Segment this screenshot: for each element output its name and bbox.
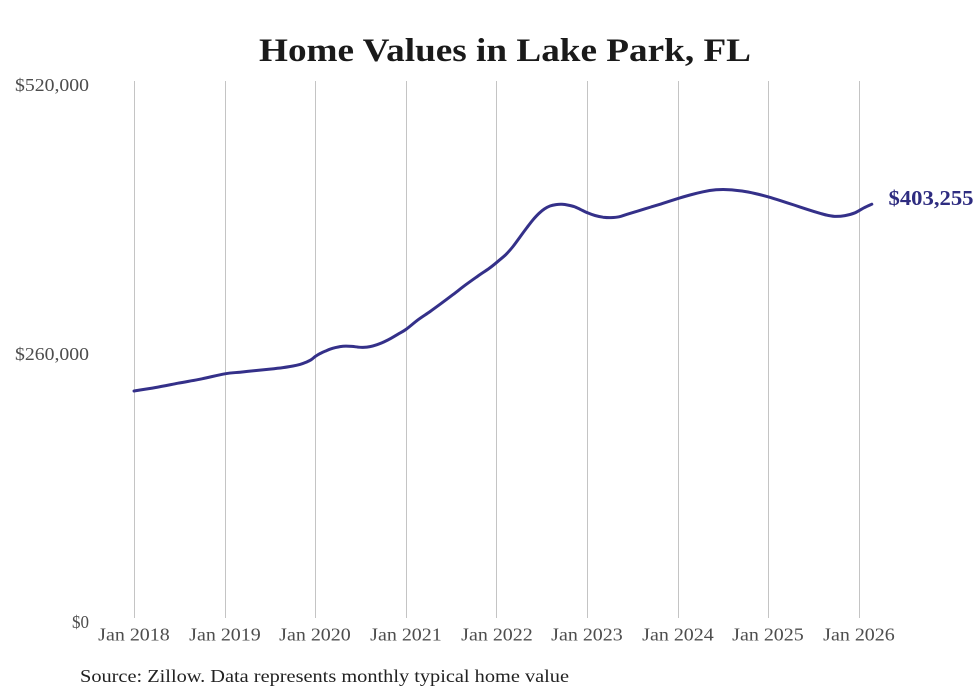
svg-text:Jan 2020: Jan 2020: [279, 625, 351, 645]
svg-text:Jan 2026: Jan 2026: [823, 625, 895, 645]
svg-text:$403,255: $403,255: [889, 186, 974, 210]
svg-text:Jan 2019: Jan 2019: [189, 625, 261, 645]
svg-text:Jan 2024: Jan 2024: [642, 625, 714, 645]
svg-text:$520,000: $520,000: [15, 75, 89, 95]
svg-text:Home Values in Lake Park, FL: Home Values in Lake Park, FL: [259, 33, 751, 69]
svg-text:$0: $0: [72, 612, 89, 632]
svg-text:$260,000: $260,000: [15, 344, 89, 364]
svg-text:Jan 2023: Jan 2023: [551, 625, 623, 645]
svg-text:Jan 2018: Jan 2018: [98, 625, 170, 645]
svg-text:Jan 2025: Jan 2025: [732, 625, 804, 645]
svg-text:Source: Zillow. Data represent: Source: Zillow. Data represents monthly …: [80, 666, 569, 686]
svg-text:Jan 2021: Jan 2021: [370, 625, 442, 645]
svg-text:Jan 2022: Jan 2022: [461, 625, 533, 645]
